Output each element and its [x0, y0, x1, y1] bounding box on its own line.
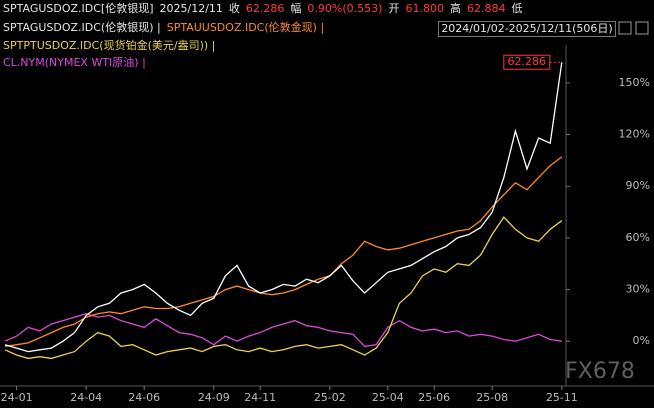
x-tick-label: 25-06: [418, 391, 450, 404]
legend-entry[interactable]: SPTAGUSDOZ.IDC(伦敦银现) |: [3, 21, 161, 34]
series-line: [4, 313, 562, 348]
legend-entry[interactable]: SPTPTUSDOZ.IDC(现货铂金(美元/盎司)) |: [3, 39, 216, 52]
x-tick-label: 25-11: [546, 391, 578, 404]
settings-icon[interactable]: [618, 21, 632, 35]
series-line: [4, 62, 563, 353]
quote-item: SPTAGUSDOZ.IDC[伦敦银现]: [3, 2, 154, 15]
watermark: FX678: [565, 359, 635, 384]
y-tick-label: 120%: [619, 128, 650, 141]
quote-item: 开: [388, 2, 400, 15]
quote-row: SPTAGUSDOZ.IDC[伦敦银现] 2025/12/11 收 62.286 幅 0.…: [3, 2, 528, 16]
legend-entry[interactable]: CL.NYM(NYMEX WTI原油) |: [3, 56, 146, 69]
y-tick-label: 30%: [626, 283, 650, 296]
quote-item: 幅: [290, 2, 302, 15]
x-tick-label: 25-04: [372, 391, 404, 404]
x-tick-label: 24-11: [244, 391, 276, 404]
x-tick-label: 25-02: [314, 391, 346, 404]
y-tick-label: 90%: [626, 179, 650, 192]
legend-row: SPTAGUSDOZ.IDC(伦敦银现) | SPTAUUSDOZ.IDC(伦敦金…: [3, 21, 330, 35]
x-tick-label: 25-08: [476, 391, 508, 404]
y-tick-label: 150%: [619, 76, 650, 89]
y-tick-label: 60%: [626, 231, 650, 244]
quote-item: 0.90%(0.553): [307, 2, 383, 15]
price-label: 62.286: [508, 55, 547, 68]
quote-item: 低: [511, 2, 523, 15]
quote-item: 收: [228, 2, 240, 15]
x-tick-label: 24-06: [128, 391, 160, 404]
series-line: [4, 216, 563, 360]
quote-item: 2025/12/11: [159, 2, 223, 15]
x-tick-label: 24-01: [1, 391, 33, 404]
y-tick-label: 0%: [633, 334, 650, 347]
x-tick-label: 24-09: [198, 391, 230, 404]
legend-row: SPTPTUSDOZ.IDC(现货铂金(美元/盎司)) |: [3, 39, 221, 53]
series-line: [4, 156, 563, 348]
date-range[interactable]: 2024/01/02-2025/12/11(506日): [438, 21, 616, 37]
quote-item: 61.800: [405, 2, 444, 15]
close-icon[interactable]: [635, 21, 649, 35]
quote-item: 62.884: [466, 2, 506, 15]
price-box: [503, 54, 551, 70]
x-tick-label: 24-04: [70, 391, 102, 404]
quote-item: 高: [449, 2, 461, 15]
legend-row: CL.NYM(NYMEX WTI原油) |: [3, 56, 152, 70]
quote-item: 62.286: [245, 2, 285, 15]
legend-entry[interactable]: SPTAUUSDOZ.IDC(伦敦金现) |: [166, 21, 325, 34]
